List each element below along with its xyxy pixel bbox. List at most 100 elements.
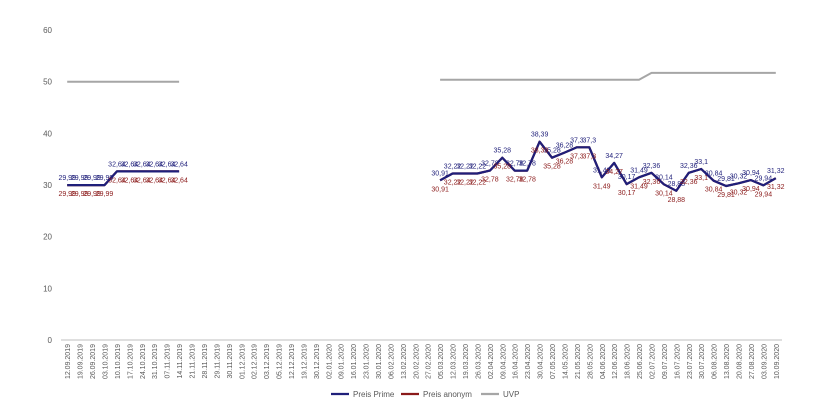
data-label-preis-prime: 38,39 bbox=[531, 132, 549, 139]
data-label-preis-anonym: 29,99 bbox=[83, 191, 101, 198]
data-label-preis-prime: 32,78 bbox=[518, 161, 536, 168]
data-label-preis-prime: 31,49 bbox=[593, 167, 611, 174]
x-tick-label: 12.03.2020 bbox=[451, 344, 458, 379]
series-line-uvp bbox=[440, 71, 776, 81]
data-label-preis-prime: 32,78 bbox=[506, 161, 524, 168]
data-label-preis-anonym: 30,17 bbox=[618, 190, 636, 197]
x-tick-label: 26.03.2020 bbox=[475, 344, 482, 379]
x-tick-label: 19.03.2020 bbox=[463, 344, 470, 379]
data-label-preis-anonym: 32,22 bbox=[469, 180, 487, 187]
x-tick-label: 02.04.2020 bbox=[488, 344, 495, 379]
data-label-preis-prime: 32,22 bbox=[469, 164, 487, 171]
x-tick-label: 16.01.2020 bbox=[351, 344, 358, 379]
data-label-preis-anonym: 29,99 bbox=[71, 191, 89, 198]
data-label-preis-prime: 32,36 bbox=[643, 163, 661, 170]
x-tick-label: 12.09.2019 bbox=[65, 344, 72, 379]
x-tick-label: 21.05.2020 bbox=[575, 344, 582, 379]
data-label-preis-anonym: 32,22 bbox=[444, 180, 462, 187]
data-label-preis-prime: 29,99 bbox=[58, 175, 76, 182]
y-tick-label: 10 bbox=[43, 284, 52, 293]
x-tick-label: 06.02.2020 bbox=[388, 344, 395, 379]
x-tick-label: 12.12.2019 bbox=[289, 344, 296, 379]
data-label-preis-anonym: 29,99 bbox=[58, 191, 76, 198]
x-tick-label: 17.10.2019 bbox=[127, 344, 134, 379]
data-label-preis-prime: 32,78 bbox=[481, 161, 499, 168]
x-tick-label: 19.12.2019 bbox=[301, 344, 308, 379]
x-tick-label: 09.07.2020 bbox=[662, 344, 669, 379]
legend-entry: Preis anonym bbox=[423, 390, 472, 399]
data-label-preis-anonym: 31,32 bbox=[767, 184, 785, 191]
x-tick-label: 09.04.2020 bbox=[500, 344, 507, 379]
data-label-preis-anonym: 31,49 bbox=[630, 183, 648, 190]
data-label-preis-prime: 33,1 bbox=[694, 159, 708, 166]
data-label-preis-prime: 30,17 bbox=[618, 174, 636, 181]
x-tick-label: 23.07.2020 bbox=[687, 344, 694, 379]
data-label-preis-anonym: 32,78 bbox=[506, 177, 524, 184]
data-label-preis-prime: 32,22 bbox=[444, 164, 462, 171]
x-tick-label: 02.07.2020 bbox=[649, 344, 656, 379]
legend-entry: Preis Prime bbox=[353, 390, 395, 399]
data-label-preis-prime: 32,64 bbox=[158, 161, 176, 168]
x-tick-label: 28.05.2020 bbox=[587, 344, 594, 379]
x-tick-label: 05.12.2019 bbox=[277, 344, 284, 379]
data-label-preis-prime: 30,84 bbox=[705, 171, 723, 178]
x-tick-label: 03.12.2019 bbox=[264, 344, 271, 379]
x-tick-label: 09.01.2020 bbox=[339, 344, 346, 379]
data-label-preis-anonym: 32,64 bbox=[121, 177, 139, 184]
data-label-preis-anonym: 30,14 bbox=[655, 190, 673, 197]
data-label-preis-prime: 28,88 bbox=[668, 181, 686, 188]
data-label-preis-anonym: 32,22 bbox=[456, 180, 474, 187]
series-line-preis-prime bbox=[439, 140, 777, 192]
y-tick-label: 40 bbox=[43, 129, 52, 138]
data-label-preis-prime: 35,28 bbox=[494, 148, 512, 155]
x-tick-label: 30.07.2020 bbox=[699, 344, 706, 379]
data-label-preis-anonym: 29,94 bbox=[755, 191, 773, 198]
x-tick-label: 14.05.2020 bbox=[562, 344, 569, 379]
x-tick-label: 05.03.2020 bbox=[438, 344, 445, 379]
x-tick-label: 30.01.2020 bbox=[376, 344, 383, 379]
data-label-preis-prime: 31,32 bbox=[767, 168, 785, 175]
x-tick-label: 30.11.2019 bbox=[227, 344, 234, 379]
data-label-preis-prime: 37,3 bbox=[570, 137, 584, 144]
data-label-preis-prime: 29,99 bbox=[71, 175, 89, 182]
x-tick-label: 18.06.2020 bbox=[625, 344, 632, 379]
x-tick-label: 14.11.2019 bbox=[177, 344, 184, 379]
x-tick-label: 29.11.2019 bbox=[214, 344, 221, 379]
x-tick-label: 16.07.2020 bbox=[674, 344, 681, 379]
x-tick-label: 16.04.2020 bbox=[513, 344, 520, 379]
data-label-preis-anonym: 36,28 bbox=[556, 159, 574, 166]
data-label-preis-prime: 30,32 bbox=[730, 173, 748, 180]
data-label-preis-prime: 29,99 bbox=[83, 175, 101, 182]
x-tick-label: 01.12.2019 bbox=[239, 344, 246, 379]
y-tick-label: 50 bbox=[43, 78, 52, 87]
data-label-preis-prime: 31,49 bbox=[630, 167, 648, 174]
x-tick-label: 07.05.2020 bbox=[550, 344, 557, 379]
data-label-preis-prime: 32,64 bbox=[133, 161, 151, 168]
legend-entry: UVP bbox=[503, 390, 519, 399]
x-tick-label: 19.09.2019 bbox=[78, 344, 85, 379]
x-tick-label: 23.01.2020 bbox=[364, 344, 371, 379]
data-label-preis-prime: 32,64 bbox=[108, 161, 126, 168]
x-tick-label: 06.08.2020 bbox=[712, 344, 719, 379]
x-tick-label: 10.10.2019 bbox=[115, 344, 122, 379]
x-tick-label: 10.09.2020 bbox=[774, 344, 781, 379]
data-label-preis-anonym: 32,36 bbox=[643, 179, 661, 186]
series-line-preis-prime bbox=[67, 170, 180, 187]
data-label-preis-prime: 32,22 bbox=[456, 164, 474, 171]
x-tick-label: 03.09.2020 bbox=[761, 344, 768, 379]
data-label-preis-anonym: 30,84 bbox=[705, 187, 723, 194]
x-tick-label: 28.11.2019 bbox=[202, 344, 209, 379]
x-tick-label: 07.11.2019 bbox=[165, 344, 172, 379]
y-tick-label: 30 bbox=[43, 181, 52, 190]
data-label-preis-anonym: 38,39 bbox=[531, 148, 549, 155]
data-label-preis-prime: 37,3 bbox=[583, 137, 597, 144]
y-tick-label: 60 bbox=[43, 26, 52, 35]
x-tick-label: 27.08.2020 bbox=[749, 344, 756, 379]
data-label-preis-anonym: 30,94 bbox=[742, 186, 760, 193]
data-label-preis-anonym: 29,99 bbox=[96, 191, 114, 198]
data-label-preis-anonym: 32,64 bbox=[158, 177, 176, 184]
x-tick-label: 21.11.2019 bbox=[190, 344, 197, 379]
x-tick-label: 30.04.2020 bbox=[538, 344, 545, 379]
x-tick-label: 23.04.2020 bbox=[525, 344, 532, 379]
